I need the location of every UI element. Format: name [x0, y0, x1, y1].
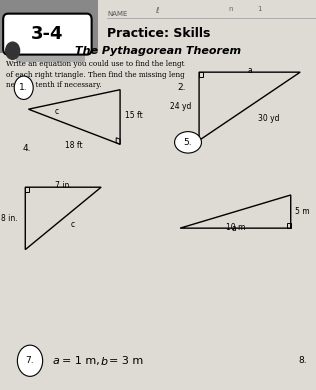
Text: The Pythagorean Theorem: The Pythagorean Theorem [75, 46, 241, 57]
Text: 7 in.: 7 in. [55, 181, 72, 190]
Bar [0, 0, 98, 53]
Text: 1: 1 [257, 5, 261, 12]
Text: $b$: $b$ [100, 355, 108, 367]
FancyBboxPatch shape [3, 14, 92, 55]
Text: 8.: 8. [298, 356, 307, 365]
Text: a: a [247, 66, 252, 75]
Text: Practice: Skills: Practice: Skills [107, 27, 211, 40]
Text: 3-4: 3-4 [31, 25, 64, 43]
Text: Write an equation you could use to find the lengt: Write an equation you could use to find … [6, 60, 185, 69]
Text: of each right triangle. Then find the missing leng: of each right triangle. Then find the mi… [6, 71, 185, 79]
Circle shape [17, 345, 43, 376]
Text: 4.: 4. [22, 144, 31, 153]
Text: 5.: 5. [184, 138, 192, 147]
Text: NAME: NAME [107, 11, 128, 17]
Text: 24 yd: 24 yd [170, 102, 191, 111]
Text: c: c [71, 220, 75, 229]
Text: 1.: 1. [19, 83, 28, 92]
Text: = 1 m,: = 1 m, [62, 356, 99, 366]
Bar [16, 51, 85, 62]
Circle shape [6, 42, 20, 59]
Text: a: a [231, 224, 236, 233]
Text: 18 ft: 18 ft [65, 141, 83, 150]
Text: nearest tenth if necessary.: nearest tenth if necessary. [6, 81, 102, 89]
Text: 30 yd: 30 yd [258, 114, 279, 124]
Text: 10 m: 10 m [226, 223, 245, 232]
Text: 2.: 2. [177, 83, 185, 92]
Text: 8 in.: 8 in. [1, 214, 17, 223]
Text: 15 ft: 15 ft [125, 110, 143, 120]
Text: $\ell$: $\ell$ [155, 5, 161, 15]
Text: 5 m: 5 m [295, 207, 310, 216]
Text: n: n [228, 5, 233, 12]
Circle shape [14, 76, 33, 99]
Text: = 3 m: = 3 m [109, 356, 143, 366]
Text: c: c [54, 106, 58, 116]
Text: 7.: 7. [26, 356, 34, 365]
Ellipse shape [174, 132, 202, 153]
Text: $a$: $a$ [52, 356, 60, 366]
